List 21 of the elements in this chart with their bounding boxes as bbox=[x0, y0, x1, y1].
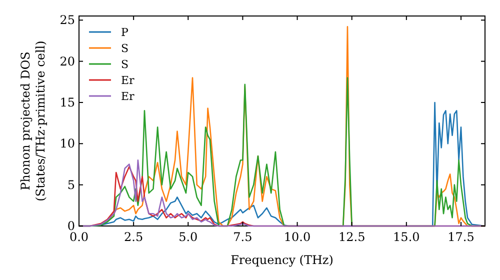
x-tick-label: 5.0 bbox=[178, 230, 198, 244]
y-tick-label: 25 bbox=[60, 13, 75, 28]
x-tick-label: 10.0 bbox=[284, 230, 311, 244]
y-tick-label: 20 bbox=[60, 54, 75, 68]
legend-label: S bbox=[121, 58, 129, 71]
y-tick-label: 15 bbox=[60, 95, 75, 110]
x-tick-label: 15.0 bbox=[393, 230, 420, 244]
y-tick-label: 5 bbox=[67, 178, 75, 192]
y-tick-label: 10 bbox=[60, 136, 75, 151]
x-tick-label: 7.5 bbox=[233, 230, 252, 244]
x-tick-label: 17.5 bbox=[448, 230, 474, 244]
y-axis-title: Phonon projected DOS (States/THz·primitive cell) bbox=[18, 40, 48, 202]
legend-label: Er bbox=[121, 74, 136, 87]
x-tick-label: 0.0 bbox=[69, 230, 89, 244]
legend-label: Er bbox=[121, 90, 136, 103]
y-tick-label: 0 bbox=[67, 219, 75, 233]
x-axis-title: Frequency (THz) bbox=[230, 253, 334, 267]
x-tick-label: 2.5 bbox=[124, 230, 144, 244]
x-tick-label: 12.5 bbox=[338, 230, 366, 244]
legend-label: P bbox=[121, 26, 129, 39]
legend-label: S bbox=[121, 42, 129, 55]
